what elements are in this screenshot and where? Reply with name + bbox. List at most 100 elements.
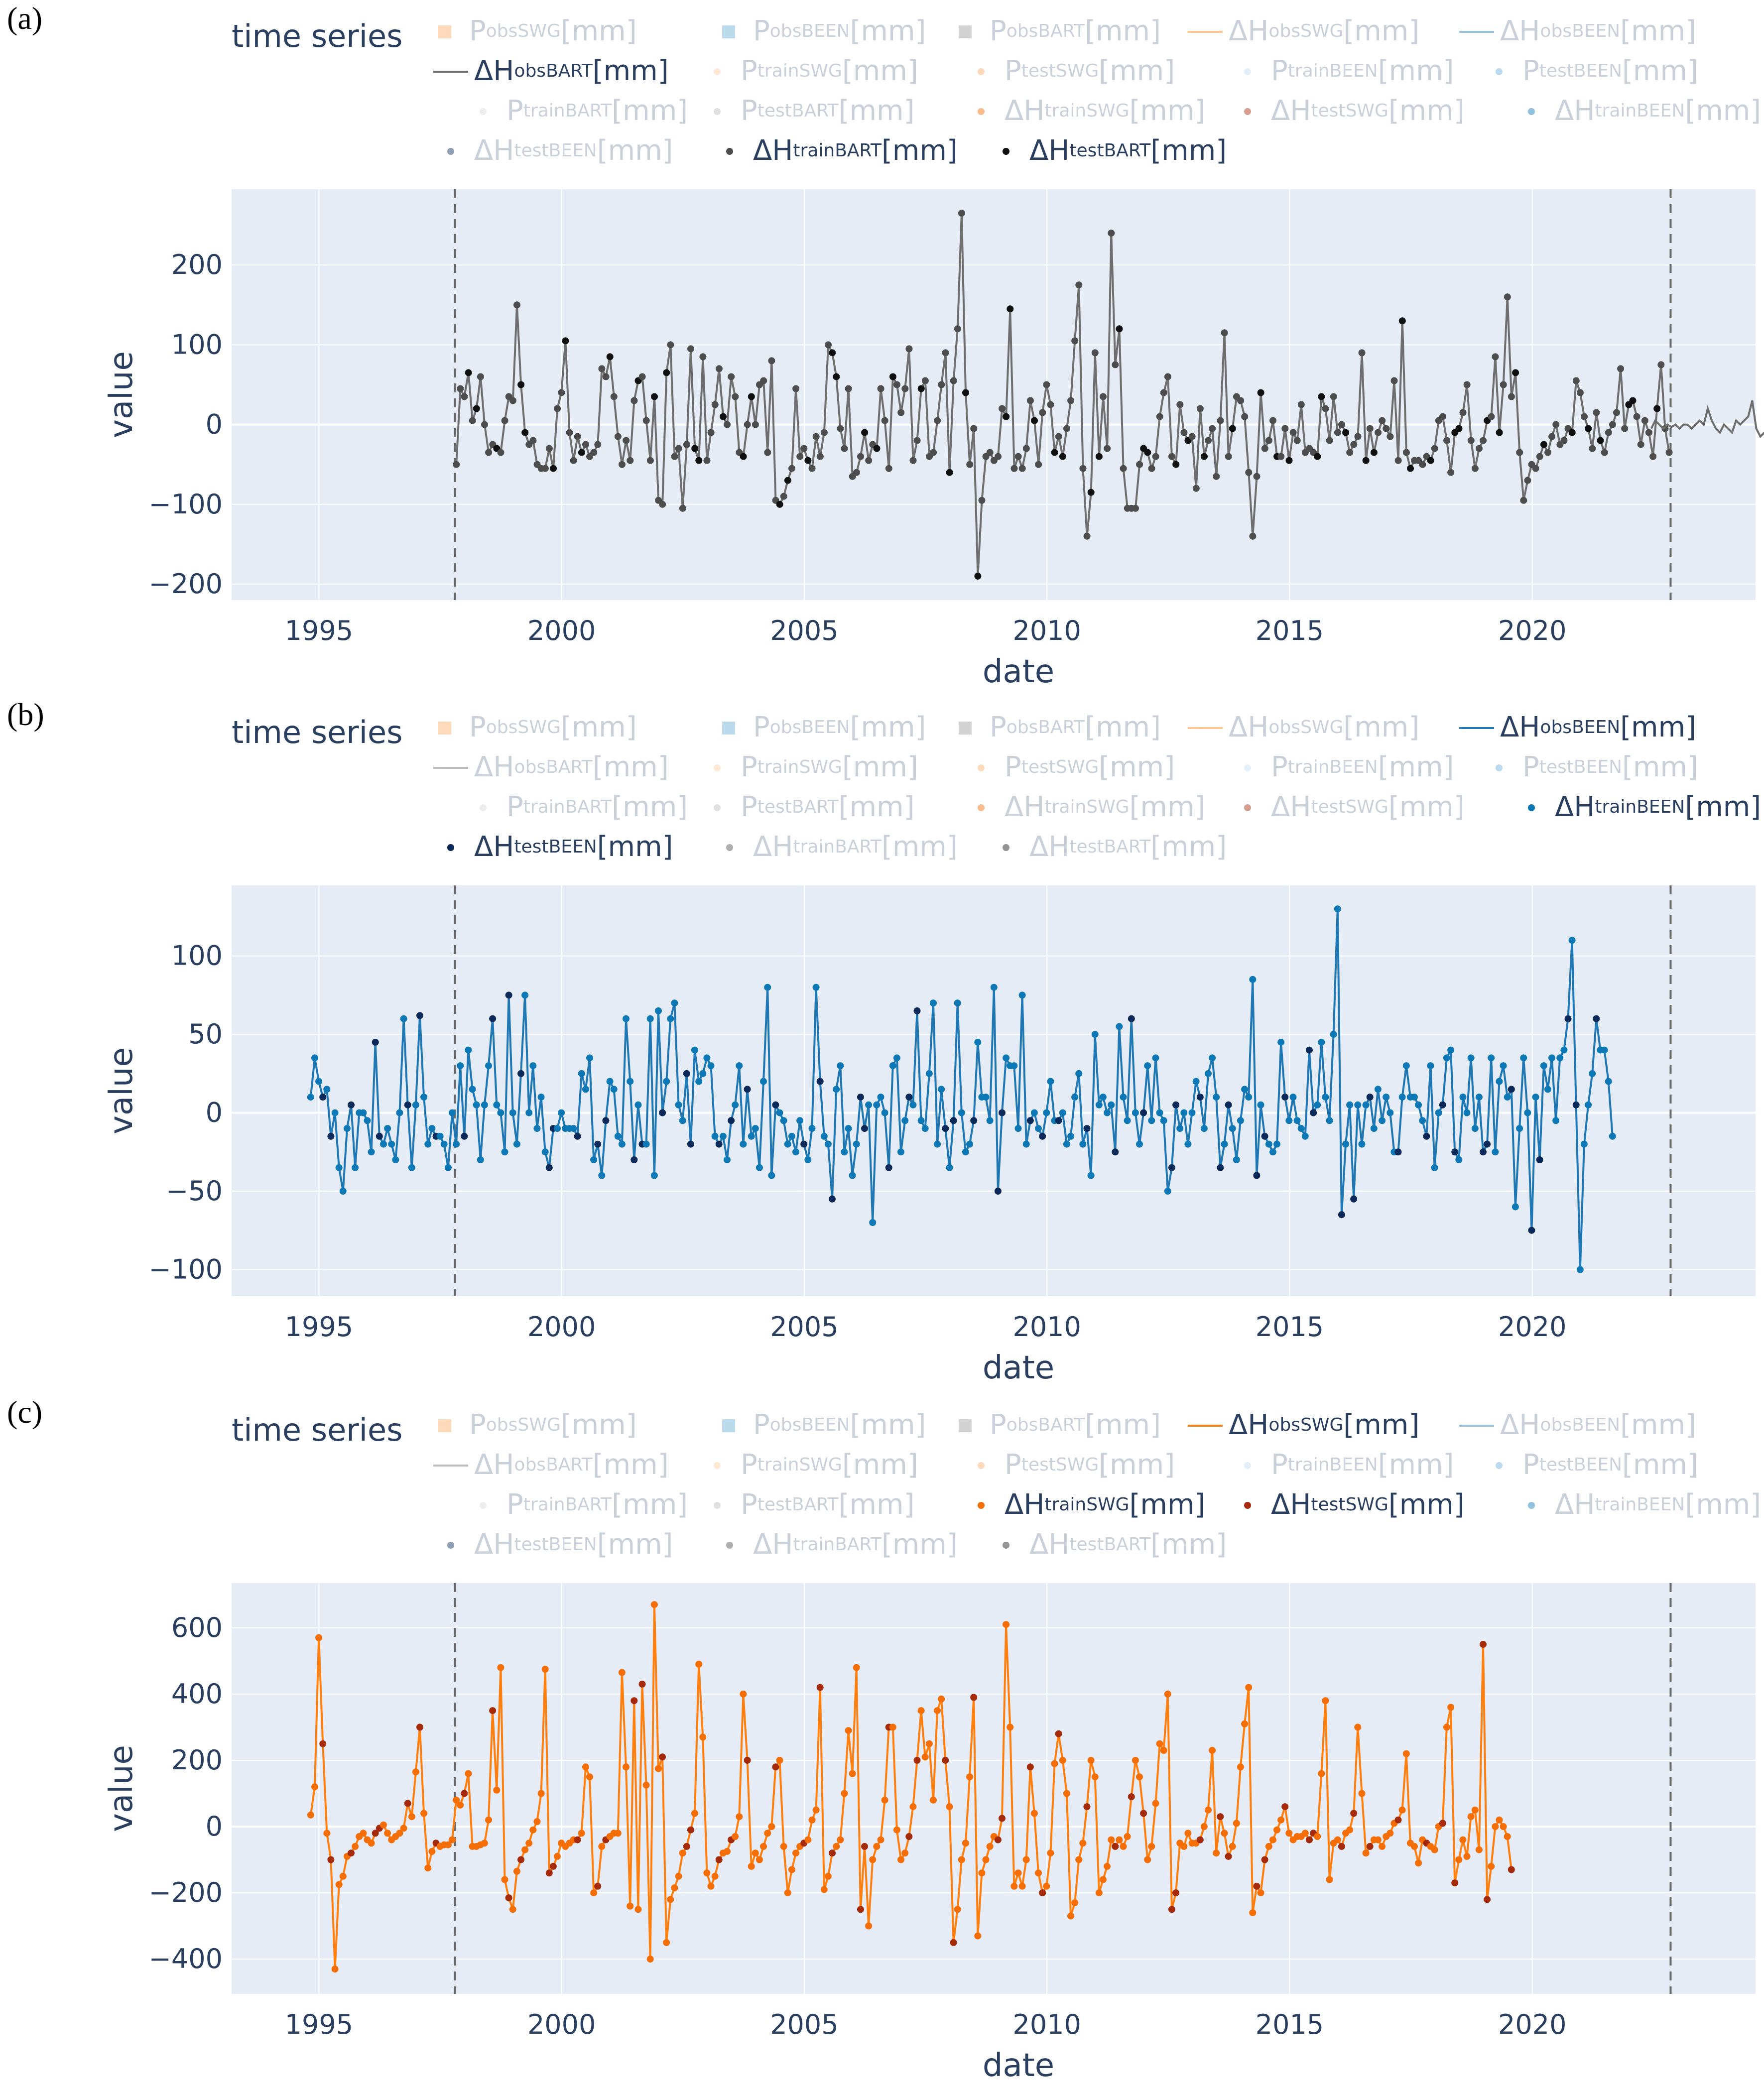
train-point xyxy=(315,1634,322,1641)
train-point xyxy=(607,1078,614,1085)
test-point xyxy=(348,1849,355,1856)
test-point xyxy=(416,1723,423,1730)
train-point xyxy=(1080,465,1087,472)
train-point xyxy=(542,465,549,472)
train-point xyxy=(979,497,986,504)
train-point xyxy=(1237,1763,1244,1770)
train-point xyxy=(481,421,488,428)
test-point xyxy=(1350,1196,1357,1203)
train-point xyxy=(901,385,908,392)
train-point xyxy=(841,1790,848,1797)
train-point xyxy=(582,1763,589,1770)
train-point xyxy=(1071,337,1078,344)
train-point xyxy=(1399,1807,1406,1814)
y-tick-label: 100 xyxy=(171,329,223,360)
test-point xyxy=(1399,317,1406,324)
train-point xyxy=(1249,533,1256,540)
train-point xyxy=(893,1827,900,1834)
train-point xyxy=(1108,1837,1115,1844)
train-point xyxy=(623,1015,630,1022)
train-point xyxy=(1403,449,1410,456)
train-point xyxy=(922,1125,929,1132)
train-point xyxy=(1504,1094,1511,1101)
train-point xyxy=(473,1102,480,1108)
test-point xyxy=(1197,1094,1204,1101)
train-point xyxy=(1229,1843,1236,1850)
train-point xyxy=(1285,1117,1292,1124)
train-point xyxy=(756,1856,763,1863)
train-point xyxy=(1063,1141,1070,1148)
train-point xyxy=(1209,1747,1216,1754)
train-point xyxy=(380,1141,387,1148)
train-point xyxy=(457,1802,464,1809)
train-point xyxy=(675,445,682,452)
test-point xyxy=(1395,1817,1402,1824)
train-point xyxy=(679,1849,686,1856)
train-point xyxy=(825,1141,832,1148)
test-point xyxy=(1051,449,1058,456)
train-point xyxy=(1148,1843,1155,1850)
train-point xyxy=(1100,393,1107,400)
train-point xyxy=(521,991,528,998)
train-point xyxy=(1075,281,1082,288)
train-point xyxy=(424,1141,431,1148)
train-point xyxy=(1265,1843,1272,1850)
train-point xyxy=(615,433,622,440)
x-axis-title: date xyxy=(983,653,1054,690)
train-point xyxy=(1359,349,1366,356)
train-point xyxy=(788,1133,795,1140)
train-point xyxy=(1003,1054,1009,1061)
train-point xyxy=(1657,361,1664,368)
train-point xyxy=(804,1837,811,1844)
train-point xyxy=(958,1109,965,1116)
train-point xyxy=(1476,1094,1483,1101)
test-point xyxy=(376,1133,383,1140)
x-tick-label: 2005 xyxy=(770,615,838,646)
train-point xyxy=(983,1856,990,1863)
x-tick-label: 2000 xyxy=(527,1311,596,1343)
train-point xyxy=(1015,1125,1022,1132)
train-point xyxy=(708,1883,715,1890)
train-point xyxy=(768,1823,775,1830)
test-point xyxy=(861,1843,868,1850)
train-point xyxy=(509,1109,516,1116)
train-point xyxy=(841,1148,848,1155)
train-point xyxy=(1035,1869,1042,1876)
train-point xyxy=(1638,441,1644,448)
train-point xyxy=(1051,1760,1058,1767)
y-axis-title: value xyxy=(103,1745,140,1832)
train-point xyxy=(1334,429,1341,436)
train-point xyxy=(1059,1757,1066,1764)
test-point xyxy=(1306,1837,1313,1844)
train-point xyxy=(1371,1125,1378,1132)
test-point xyxy=(716,1141,723,1148)
train-point xyxy=(542,1148,549,1155)
test-point xyxy=(817,1078,824,1085)
train-point xyxy=(1443,1723,1450,1730)
train-point xyxy=(1152,453,1159,460)
train-point xyxy=(655,1765,662,1772)
train-point xyxy=(1548,433,1555,440)
train-point xyxy=(901,1849,908,1856)
train-point xyxy=(457,1062,464,1069)
test-point xyxy=(1281,1803,1288,1810)
train-point xyxy=(1104,445,1111,452)
train-point xyxy=(675,1873,682,1880)
train-point xyxy=(938,1086,945,1093)
test-point xyxy=(1031,417,1038,424)
train-point xyxy=(502,1148,508,1155)
x-tick-label: 2015 xyxy=(1256,1311,1324,1343)
train-point xyxy=(457,385,464,392)
train-point xyxy=(1354,1102,1361,1108)
train-point xyxy=(1605,1078,1612,1085)
train-point xyxy=(922,377,929,384)
train-point xyxy=(736,1062,743,1069)
train-point xyxy=(437,1133,444,1140)
train-point xyxy=(1468,437,1475,444)
train-point xyxy=(1472,465,1479,472)
train-point xyxy=(502,1876,508,1883)
train-point xyxy=(615,1133,622,1140)
train-point xyxy=(1079,1840,1086,1846)
train-point xyxy=(1379,1117,1386,1124)
